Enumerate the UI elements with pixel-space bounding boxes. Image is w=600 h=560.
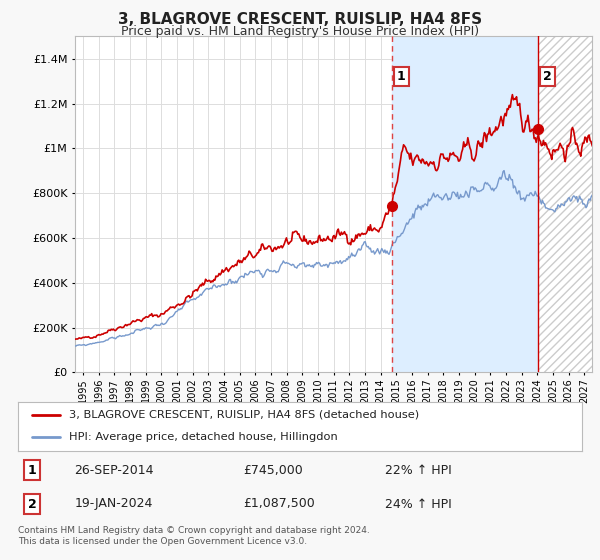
Text: 19-JAN-2024: 19-JAN-2024 <box>74 497 153 511</box>
Text: HPI: Average price, detached house, Hillingdon: HPI: Average price, detached house, Hill… <box>69 432 338 442</box>
Bar <box>538 36 592 372</box>
Text: 3, BLAGROVE CRESCENT, RUISLIP, HA4 8FS (detached house): 3, BLAGROVE CRESCENT, RUISLIP, HA4 8FS (… <box>69 410 419 420</box>
Text: 26-SEP-2014: 26-SEP-2014 <box>74 464 154 477</box>
Text: 24% ↑ HPI: 24% ↑ HPI <box>385 497 451 511</box>
Bar <box>392 36 538 372</box>
Bar <box>538 36 592 372</box>
Text: £745,000: £745,000 <box>244 464 304 477</box>
Text: 1: 1 <box>28 464 37 477</box>
Text: 2: 2 <box>543 70 551 83</box>
Text: 22% ↑ HPI: 22% ↑ HPI <box>385 464 451 477</box>
Text: Price paid vs. HM Land Registry's House Price Index (HPI): Price paid vs. HM Land Registry's House … <box>121 25 479 38</box>
Text: £1,087,500: £1,087,500 <box>244 497 316 511</box>
Text: 2: 2 <box>28 497 37 511</box>
Text: Contains HM Land Registry data © Crown copyright and database right 2024.
This d: Contains HM Land Registry data © Crown c… <box>18 526 370 546</box>
Text: 3, BLAGROVE CRESCENT, RUISLIP, HA4 8FS: 3, BLAGROVE CRESCENT, RUISLIP, HA4 8FS <box>118 12 482 27</box>
Text: 1: 1 <box>397 70 406 83</box>
